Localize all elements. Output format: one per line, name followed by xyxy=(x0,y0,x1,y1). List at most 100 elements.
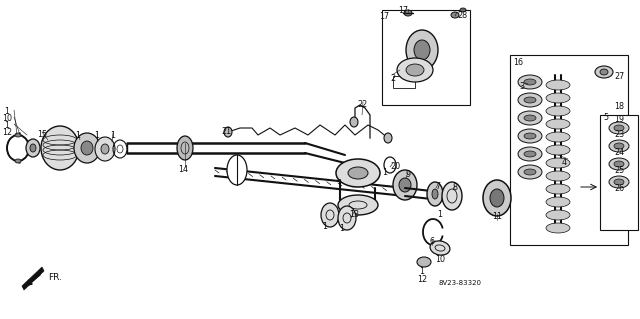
Ellipse shape xyxy=(546,80,570,90)
Ellipse shape xyxy=(524,97,536,103)
Ellipse shape xyxy=(350,117,358,127)
Ellipse shape xyxy=(451,12,459,18)
Ellipse shape xyxy=(524,133,536,139)
Ellipse shape xyxy=(518,147,542,161)
Ellipse shape xyxy=(546,132,570,142)
Text: FR.: FR. xyxy=(48,273,62,283)
Text: 28: 28 xyxy=(457,11,467,20)
Text: 1: 1 xyxy=(419,267,424,276)
Text: 1: 1 xyxy=(4,121,10,130)
Ellipse shape xyxy=(546,93,570,103)
Ellipse shape xyxy=(26,139,40,157)
Ellipse shape xyxy=(614,125,624,131)
Text: 8V23-83320: 8V23-83320 xyxy=(438,280,481,286)
Ellipse shape xyxy=(546,210,570,220)
Ellipse shape xyxy=(524,151,536,157)
Ellipse shape xyxy=(524,79,536,85)
Text: 8: 8 xyxy=(452,183,458,192)
Text: 24: 24 xyxy=(614,148,624,157)
Text: 22: 22 xyxy=(358,100,368,109)
Ellipse shape xyxy=(546,197,570,207)
Ellipse shape xyxy=(393,170,417,200)
Text: 12: 12 xyxy=(417,275,427,284)
Ellipse shape xyxy=(338,195,378,215)
Text: 9: 9 xyxy=(405,170,411,179)
Text: 15: 15 xyxy=(37,130,47,139)
Ellipse shape xyxy=(614,179,624,185)
Ellipse shape xyxy=(15,133,21,137)
Bar xyxy=(510,55,628,245)
Ellipse shape xyxy=(406,64,424,76)
Ellipse shape xyxy=(518,75,542,89)
Text: 27: 27 xyxy=(614,72,624,81)
Ellipse shape xyxy=(546,184,570,194)
Ellipse shape xyxy=(399,178,411,192)
Ellipse shape xyxy=(546,171,570,181)
Ellipse shape xyxy=(518,165,542,179)
Ellipse shape xyxy=(614,161,624,167)
Ellipse shape xyxy=(432,189,438,199)
Ellipse shape xyxy=(609,158,629,170)
Ellipse shape xyxy=(414,40,430,60)
Text: 25: 25 xyxy=(614,166,624,175)
Ellipse shape xyxy=(546,119,570,129)
Ellipse shape xyxy=(177,136,193,160)
Ellipse shape xyxy=(427,182,443,206)
Ellipse shape xyxy=(518,111,542,125)
Ellipse shape xyxy=(417,257,431,267)
Ellipse shape xyxy=(224,127,232,137)
Ellipse shape xyxy=(518,129,542,143)
Ellipse shape xyxy=(397,58,433,82)
Text: 10: 10 xyxy=(2,114,12,123)
Ellipse shape xyxy=(460,8,466,12)
Ellipse shape xyxy=(524,115,536,121)
Ellipse shape xyxy=(614,143,624,149)
Ellipse shape xyxy=(404,10,412,16)
Ellipse shape xyxy=(41,126,79,170)
Text: 19: 19 xyxy=(614,115,624,124)
Text: 11: 11 xyxy=(492,212,502,221)
Text: 21: 21 xyxy=(221,127,231,136)
Text: 17: 17 xyxy=(398,6,408,15)
Ellipse shape xyxy=(483,180,511,216)
Ellipse shape xyxy=(524,169,536,175)
Ellipse shape xyxy=(595,66,613,78)
Ellipse shape xyxy=(546,145,570,155)
Ellipse shape xyxy=(546,106,570,116)
Ellipse shape xyxy=(609,122,629,134)
Ellipse shape xyxy=(348,167,368,179)
Text: 4: 4 xyxy=(562,158,567,167)
Ellipse shape xyxy=(74,133,100,163)
Ellipse shape xyxy=(518,93,542,107)
Bar xyxy=(382,10,470,105)
Ellipse shape xyxy=(321,203,339,227)
Text: 3: 3 xyxy=(519,82,524,91)
Ellipse shape xyxy=(406,30,438,70)
Text: 6: 6 xyxy=(429,237,435,246)
Ellipse shape xyxy=(336,159,380,187)
Text: 10: 10 xyxy=(435,255,445,264)
Text: 14: 14 xyxy=(178,165,188,174)
Text: 17: 17 xyxy=(379,12,389,21)
Ellipse shape xyxy=(546,158,570,168)
Text: 5: 5 xyxy=(603,113,608,122)
Ellipse shape xyxy=(384,133,392,143)
Ellipse shape xyxy=(101,144,109,154)
Text: 1: 1 xyxy=(339,224,344,233)
Ellipse shape xyxy=(81,141,93,155)
Ellipse shape xyxy=(15,159,21,163)
Ellipse shape xyxy=(227,155,247,185)
Text: 2: 2 xyxy=(390,74,395,83)
Bar xyxy=(600,115,638,230)
Text: 23: 23 xyxy=(614,130,624,139)
Ellipse shape xyxy=(490,189,504,207)
Text: 20: 20 xyxy=(390,162,400,171)
Ellipse shape xyxy=(95,137,115,161)
Ellipse shape xyxy=(430,241,450,255)
Text: 16: 16 xyxy=(513,58,523,67)
Text: 26: 26 xyxy=(614,184,624,193)
Ellipse shape xyxy=(442,182,462,210)
Ellipse shape xyxy=(609,176,629,188)
Text: 1: 1 xyxy=(111,131,115,140)
Text: 13: 13 xyxy=(349,210,359,219)
